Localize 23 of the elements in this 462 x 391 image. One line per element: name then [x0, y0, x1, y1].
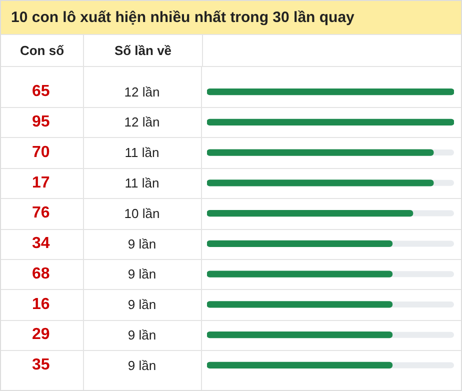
y-tick-label: 29	[32, 326, 50, 344]
data-label: 11 lần	[124, 145, 160, 160]
data-label: 9 lần	[128, 297, 156, 312]
y-tick-label: 35	[32, 356, 50, 374]
data-label: 11 lần	[124, 176, 160, 191]
text: Con số	[1, 35, 84, 66]
data-label: 9 lần	[128, 358, 156, 373]
data-label: 12 lần	[124, 84, 160, 100]
y-tick-label: 34	[32, 235, 50, 252]
y-tick-label: 70	[32, 144, 50, 161]
y-tick-label: 16	[32, 296, 50, 313]
data-label: 10 lần	[124, 206, 160, 221]
data-label: 9 lần	[128, 236, 156, 252]
data-label: 9 lần	[128, 327, 156, 342]
data-label: 12 lần	[124, 114, 160, 130]
y-tick-label: 76	[32, 204, 50, 222]
y-tick-label: 68	[32, 265, 50, 282]
data-label: 9 lần	[128, 266, 156, 282]
chart-title: 10 con lô xuất hiện nhiều nhất trong 30 lần quay	[1, 1, 461, 35]
y-tick-label: 65	[32, 83, 50, 100]
y-tick-label: 17	[32, 174, 50, 192]
text: Số lần về	[84, 35, 203, 66]
y-tick-label: 95	[32, 114, 50, 131]
